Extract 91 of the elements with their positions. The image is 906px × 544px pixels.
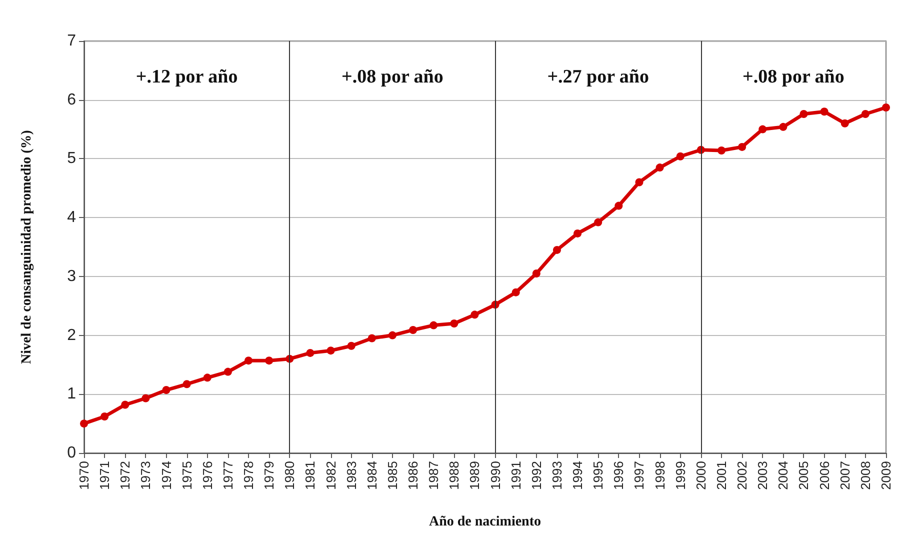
point — [861, 110, 870, 118]
x-tick-label: 1983 — [344, 461, 359, 490]
point — [656, 164, 664, 172]
x-tick-label: 1991 — [508, 461, 524, 490]
point — [265, 356, 274, 365]
y-tick-label: 7 — [67, 32, 76, 50]
point — [676, 152, 684, 160]
point — [306, 348, 314, 357]
x-tick-label: 2000 — [693, 461, 708, 490]
x-tick-label: 1999 — [672, 461, 688, 490]
x-tick-label: 2003 — [755, 461, 770, 490]
point — [594, 218, 602, 226]
point — [614, 202, 623, 210]
x-tick-label: 1984 — [364, 461, 380, 490]
x-tick-label: 1994 — [570, 461, 586, 490]
x-tick-label: 2001 — [714, 461, 729, 490]
x-tick-label: 1979 — [262, 461, 277, 490]
x-axis-title: Año de nacimiento — [429, 514, 541, 530]
point — [882, 104, 890, 112]
x-tick-label: 1990 — [488, 461, 503, 490]
x-tick-label: 2007 — [837, 461, 852, 490]
y-tick-label: 5 — [67, 150, 76, 168]
point — [635, 178, 644, 186]
point — [552, 246, 561, 254]
x-tick-label: 1995 — [590, 461, 606, 490]
point — [717, 146, 726, 154]
point — [142, 394, 150, 402]
x-tick-label: 2004 — [776, 461, 791, 490]
y-tick-label: 0 — [67, 444, 76, 462]
x-tick-label: 2009 — [878, 461, 894, 490]
x-tick-label: 1986 — [406, 461, 421, 490]
y-tick-label: 1 — [67, 386, 76, 403]
point — [820, 108, 828, 116]
point — [388, 331, 396, 340]
y-axis-title: Nivel de consanguinidad promedio (%) — [20, 130, 34, 364]
x-tick-label: 1982 — [323, 461, 338, 490]
x-tick-label: 2006 — [816, 461, 832, 490]
point — [470, 310, 479, 319]
annotation: +.27 por año — [547, 66, 650, 88]
x-tick-label: 1973 — [138, 461, 154, 490]
point — [409, 326, 418, 334]
point — [800, 110, 808, 118]
point — [512, 288, 520, 296]
point — [738, 142, 746, 151]
x-tick-label: 2005 — [796, 461, 812, 490]
x-tick-label: 1975 — [179, 461, 194, 490]
point — [80, 420, 88, 428]
point — [574, 229, 582, 238]
x-tick-label: 1998 — [652, 461, 668, 490]
point — [162, 386, 170, 394]
x-tick-label: 1972 — [118, 461, 133, 490]
point — [121, 400, 130, 409]
x-tick-label: 1970 — [76, 461, 92, 490]
point — [326, 346, 335, 355]
point — [244, 356, 253, 365]
x-tick-label: 1974 — [158, 461, 174, 490]
point — [779, 122, 788, 131]
x-tick-label: 1980 — [282, 461, 298, 490]
x-tick-label: 1989 — [467, 461, 482, 490]
x-tick-label: 2008 — [858, 461, 873, 490]
x-tick-label: 1996 — [611, 461, 626, 490]
annotation: +.12 por año — [136, 66, 238, 88]
annotation: +.08 por año — [342, 66, 444, 88]
x-tick-label: 1997 — [632, 461, 647, 490]
point — [224, 368, 232, 376]
point — [430, 321, 438, 330]
x-tick-label: 1987 — [426, 461, 442, 490]
point — [100, 412, 109, 421]
x-tick-label: 1971 — [97, 461, 112, 490]
x-tick-label: 1977 — [220, 461, 236, 490]
x-tick-label: 1976 — [200, 461, 215, 490]
x-tick-label: 1978 — [241, 461, 256, 490]
point — [368, 334, 376, 342]
x-tick-label: 1992 — [528, 461, 544, 490]
point — [840, 119, 849, 128]
y-tick-label: 2 — [67, 326, 76, 344]
point — [347, 342, 356, 350]
x-tick-label: 1988 — [446, 461, 462, 490]
annotation: +.08 por año — [742, 66, 844, 88]
point — [758, 125, 767, 134]
point — [532, 269, 540, 278]
y-tick-label: 6 — [67, 91, 76, 108]
y-tick-label: 4 — [67, 209, 76, 226]
point — [203, 374, 212, 382]
point — [450, 320, 458, 328]
y-tick-label: 3 — [67, 268, 76, 285]
point — [182, 380, 191, 388]
x-tick-label: 1981 — [302, 461, 318, 490]
x-tick-label: 1993 — [549, 461, 564, 490]
x-tick-label: 2002 — [734, 461, 750, 490]
x-tick-label: 1985 — [384, 461, 400, 490]
